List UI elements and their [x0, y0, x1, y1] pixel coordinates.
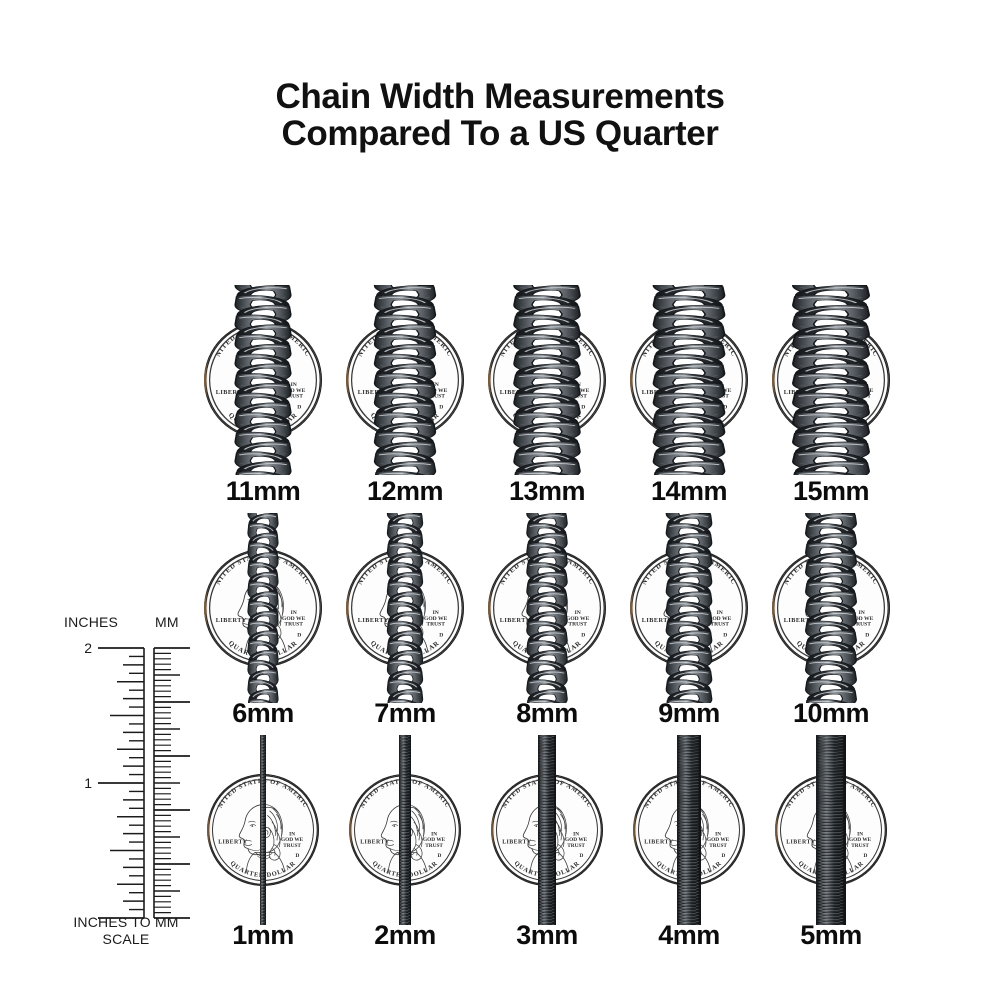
chain-graphic: [234, 285, 292, 475]
chain-graphic: [373, 285, 437, 475]
specimen-image: UNITED STATES OF AMERICA QUARTER DOLLAR …: [472, 513, 622, 703]
chain-size-label: 15mm: [792, 476, 870, 506]
specimen-image: UNITED STATES OF AMERICA QUARTER DOLLAR …: [188, 735, 338, 925]
chain-strand-7mm: [384, 513, 426, 703]
chain-specimen-5mm: UNITED STATES OF AMERICA QUARTER DOLLAR …: [756, 735, 906, 925]
chain-specimen-11mm: UNITED STATES OF AMERICA QUARTER DOLLAR …: [188, 285, 338, 475]
chain-size-label: 4mm: [658, 920, 720, 950]
chain-specimen-15mm: UNITED STATES OF AMERICA QUARTER DOLLAR …: [756, 285, 906, 475]
chain-strand-11mm: [230, 285, 296, 475]
chain-strand-3mm: [538, 735, 556, 925]
chain-size-label: 12mm: [366, 476, 444, 506]
specimen-image: UNITED STATES OF AMERICA QUARTER DOLLAR …: [614, 285, 764, 475]
chain-size-label: 3mm: [516, 920, 578, 950]
chain-strand-2mm: [399, 735, 411, 925]
specimen-image: UNITED STATES OF AMERICA QUARTER DOLLAR …: [614, 735, 764, 925]
chain-graphic: [665, 513, 713, 703]
chain-size-label: 7mm: [374, 698, 436, 728]
chain-graphic: [652, 285, 726, 475]
chain-graphic: [816, 735, 846, 925]
chain-specimen-3mm: UNITED STATES OF AMERICA QUARTER DOLLAR …: [472, 735, 622, 925]
chain-strand-10mm: [801, 513, 861, 703]
specimen-image: UNITED STATES OF AMERICA QUARTER DOLLAR …: [330, 285, 480, 475]
specimen-image: UNITED STATES OF AMERICA QUARTER DOLLAR …: [756, 513, 906, 703]
specimen-image: UNITED STATES OF AMERICA QUARTER DOLLAR …: [756, 735, 906, 925]
title-line-1: Chain Width Measurements: [275, 77, 725, 116]
chain-size-label: 11mm: [225, 476, 301, 506]
chain-specimen-8mm: UNITED STATES OF AMERICA QUARTER DOLLAR …: [472, 513, 622, 703]
chain-graphic: [677, 735, 701, 925]
chain-specimen-14mm: UNITED STATES OF AMERICA QUARTER DOLLAR …: [614, 285, 764, 475]
chain-specimen-13mm: UNITED STATES OF AMERICA QUARTER DOLLAR …: [472, 285, 622, 475]
chain-strand-8mm: [523, 513, 571, 703]
specimen-image: UNITED STATES OF AMERICA QUARTER DOLLAR …: [472, 735, 622, 925]
chain-graphic: [260, 735, 266, 925]
chain-size-label: 13mm: [508, 476, 586, 506]
chain-specimen-10mm: UNITED STATES OF AMERICA QUARTER DOLLAR …: [756, 513, 906, 703]
specimen-image: UNITED STATES OF AMERICA QUARTER DOLLAR …: [188, 513, 338, 703]
chain-size-label: 10mm: [792, 698, 870, 728]
chain-strand-6mm: [245, 513, 281, 703]
ruler-header-inches: INCHES: [64, 614, 119, 630]
svg-text:1: 1: [84, 775, 92, 791]
chain-size-label: 5mm: [800, 920, 862, 950]
chain-graphic: [399, 735, 411, 925]
chain-graphic: [386, 513, 424, 703]
chain-strand-12mm: [369, 285, 441, 475]
chain-graphic: [526, 513, 568, 703]
svg-text:2: 2: [84, 640, 92, 656]
chain-graphic: [513, 285, 581, 475]
chain-specimen-4mm: UNITED STATES OF AMERICA QUARTER DOLLAR …: [614, 735, 764, 925]
specimen-image: UNITED STATES OF AMERICA QUARTER DOLLAR …: [472, 285, 622, 475]
ruler-graphic: 215040302010: [84, 640, 190, 919]
chain-specimen-12mm: UNITED STATES OF AMERICA QUARTER DOLLAR …: [330, 285, 480, 475]
chain-size-label: 8mm: [516, 698, 578, 728]
ruler-caption-line-2: SCALE: [102, 931, 150, 947]
chain-size-label: 14mm: [650, 476, 728, 506]
chain-strand-14mm: [647, 285, 731, 475]
inches-to-mm-ruler: INCHES MM 215040302010 INCHES TO MM SCAL…: [56, 604, 196, 949]
chain-strand-1mm: [260, 735, 266, 925]
chain-size-label: 9mm: [658, 698, 720, 728]
specimen-image: UNITED STATES OF AMERICA QUARTER DOLLAR …: [188, 285, 338, 475]
chain-strand-9mm: [662, 513, 716, 703]
chain-specimen-6mm: UNITED STATES OF AMERICA QUARTER DOLLAR …: [188, 513, 338, 703]
chain-strand-13mm: [508, 285, 586, 475]
ruler-caption-line-1: INCHES TO MM: [73, 914, 179, 930]
chain-specimen-7mm: UNITED STATES OF AMERICA QUARTER DOLLAR …: [330, 513, 480, 703]
chain-specimen-9mm: UNITED STATES OF AMERICA QUARTER DOLLAR …: [614, 513, 764, 703]
chain-size-label: 6mm: [232, 698, 294, 728]
specimen-image: UNITED STATES OF AMERICA QUARTER DOLLAR …: [614, 513, 764, 703]
chain-specimen-2mm: UNITED STATES OF AMERICA QUARTER DOLLAR …: [330, 735, 480, 925]
chain-specimen-1mm: UNITED STATES OF AMERICA QUARTER DOLLAR …: [188, 735, 338, 925]
chain-size-label: 2mm: [374, 920, 436, 950]
chain-graphic: [247, 513, 279, 703]
chain-graphic: [538, 735, 556, 925]
chain-graphic: [792, 285, 870, 475]
chain-strand-4mm: [677, 735, 701, 925]
ruler-header-mm: MM: [155, 614, 179, 630]
specimen-image: UNITED STATES OF AMERICA QUARTER DOLLAR …: [756, 285, 906, 475]
title-line-2: Compared To a US Quarter: [281, 114, 719, 154]
chain-strand-5mm: [816, 735, 846, 925]
chain-strand-15mm: [786, 285, 876, 475]
page-title: Chain Width Measurements Compared To a U…: [0, 78, 1000, 153]
specimen-image: UNITED STATES OF AMERICA QUARTER DOLLAR …: [330, 735, 480, 925]
chain-size-label: 1mm: [232, 920, 294, 950]
chain-graphic: [805, 513, 857, 703]
specimen-image: UNITED STATES OF AMERICA QUARTER DOLLAR …: [330, 513, 480, 703]
